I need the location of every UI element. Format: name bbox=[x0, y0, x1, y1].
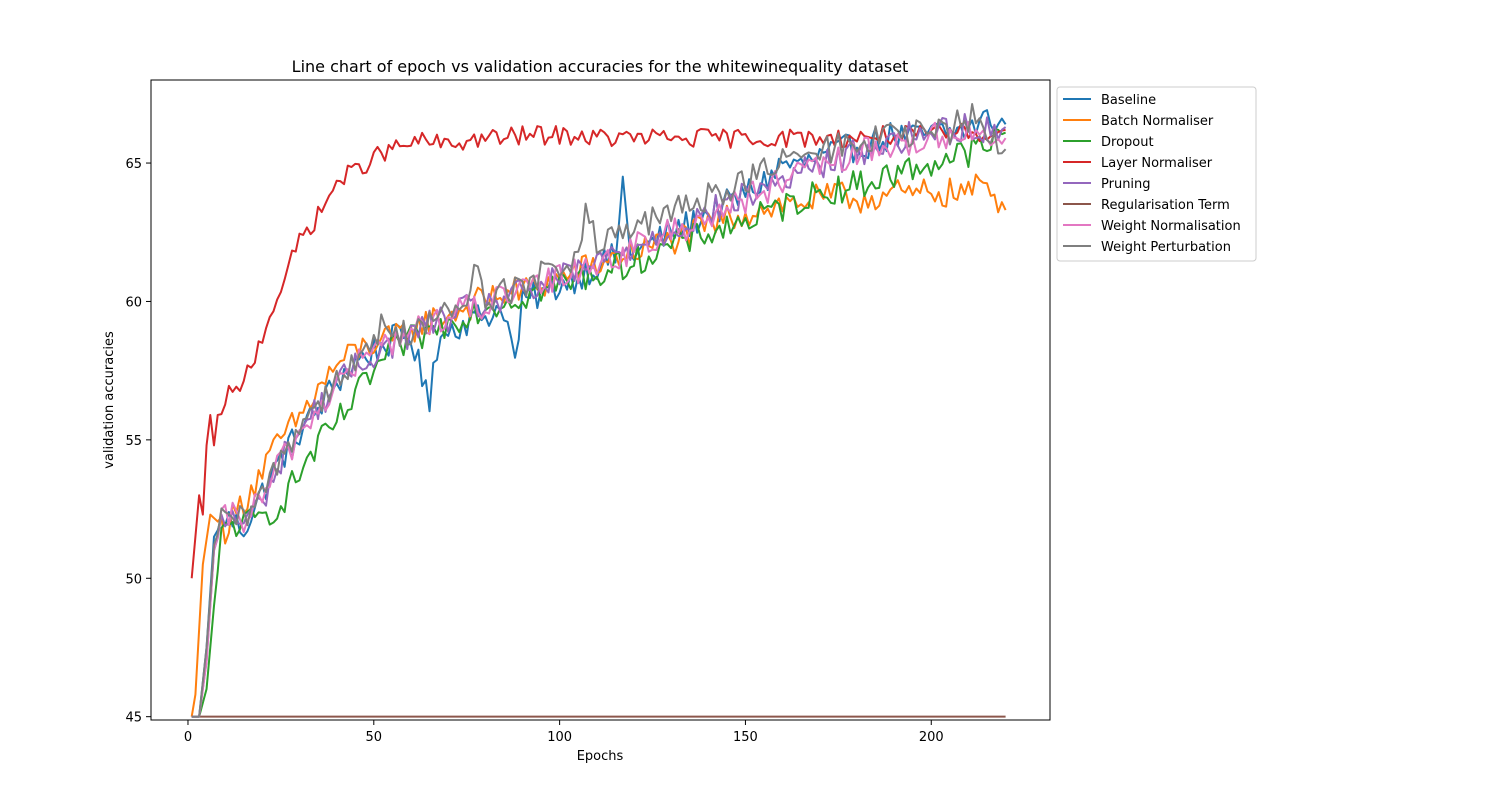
series-line-3 bbox=[191, 128, 1006, 718]
legend-label: Pruning bbox=[1101, 177, 1151, 192]
x-tick-label: 150 bbox=[733, 730, 758, 745]
x-tick-label: 0 bbox=[184, 730, 192, 745]
legend-label: Weight Perturbation bbox=[1101, 240, 1231, 255]
chart-title: Line chart of epoch vs validation accura… bbox=[292, 57, 909, 76]
series-line-4 bbox=[190, 122, 1006, 579]
plot-area bbox=[150, 79, 1051, 721]
legend-label: Batch Normaliser bbox=[1101, 114, 1214, 129]
legend-label: Weight Normalisation bbox=[1101, 219, 1241, 234]
x-axis-label: Epochs bbox=[577, 749, 624, 764]
x-axis: 0 50 100 150 200 bbox=[184, 720, 944, 745]
legend-label: Dropout bbox=[1101, 135, 1154, 150]
x-tick-label: 50 bbox=[366, 730, 383, 745]
y-axis: 45 50 55 60 65 bbox=[125, 157, 151, 726]
series-line-2 bbox=[190, 173, 1007, 717]
series-line-7 bbox=[191, 120, 1007, 718]
x-tick-label: 200 bbox=[919, 730, 944, 745]
legend: Baseline Batch Normaliser Dropout Layer Nor… bbox=[1056, 86, 1257, 262]
series-line-8 bbox=[191, 103, 1007, 718]
x-tick-label: 100 bbox=[547, 730, 572, 745]
y-tick-label: 50 bbox=[125, 572, 142, 587]
legend-label: Baseline bbox=[1101, 93, 1156, 108]
legend-box bbox=[1056, 86, 1257, 262]
y-tick-label: 45 bbox=[125, 711, 142, 726]
y-axis-label: validation accuracies bbox=[102, 331, 117, 469]
y-tick-label: 60 bbox=[125, 295, 142, 310]
series-lines bbox=[190, 103, 1007, 718]
y-tick-label: 65 bbox=[125, 157, 142, 172]
y-tick-label: 55 bbox=[125, 434, 142, 449]
legend-label: Layer Normaliser bbox=[1101, 156, 1213, 171]
legend-label: Regularisation Term bbox=[1101, 198, 1230, 213]
